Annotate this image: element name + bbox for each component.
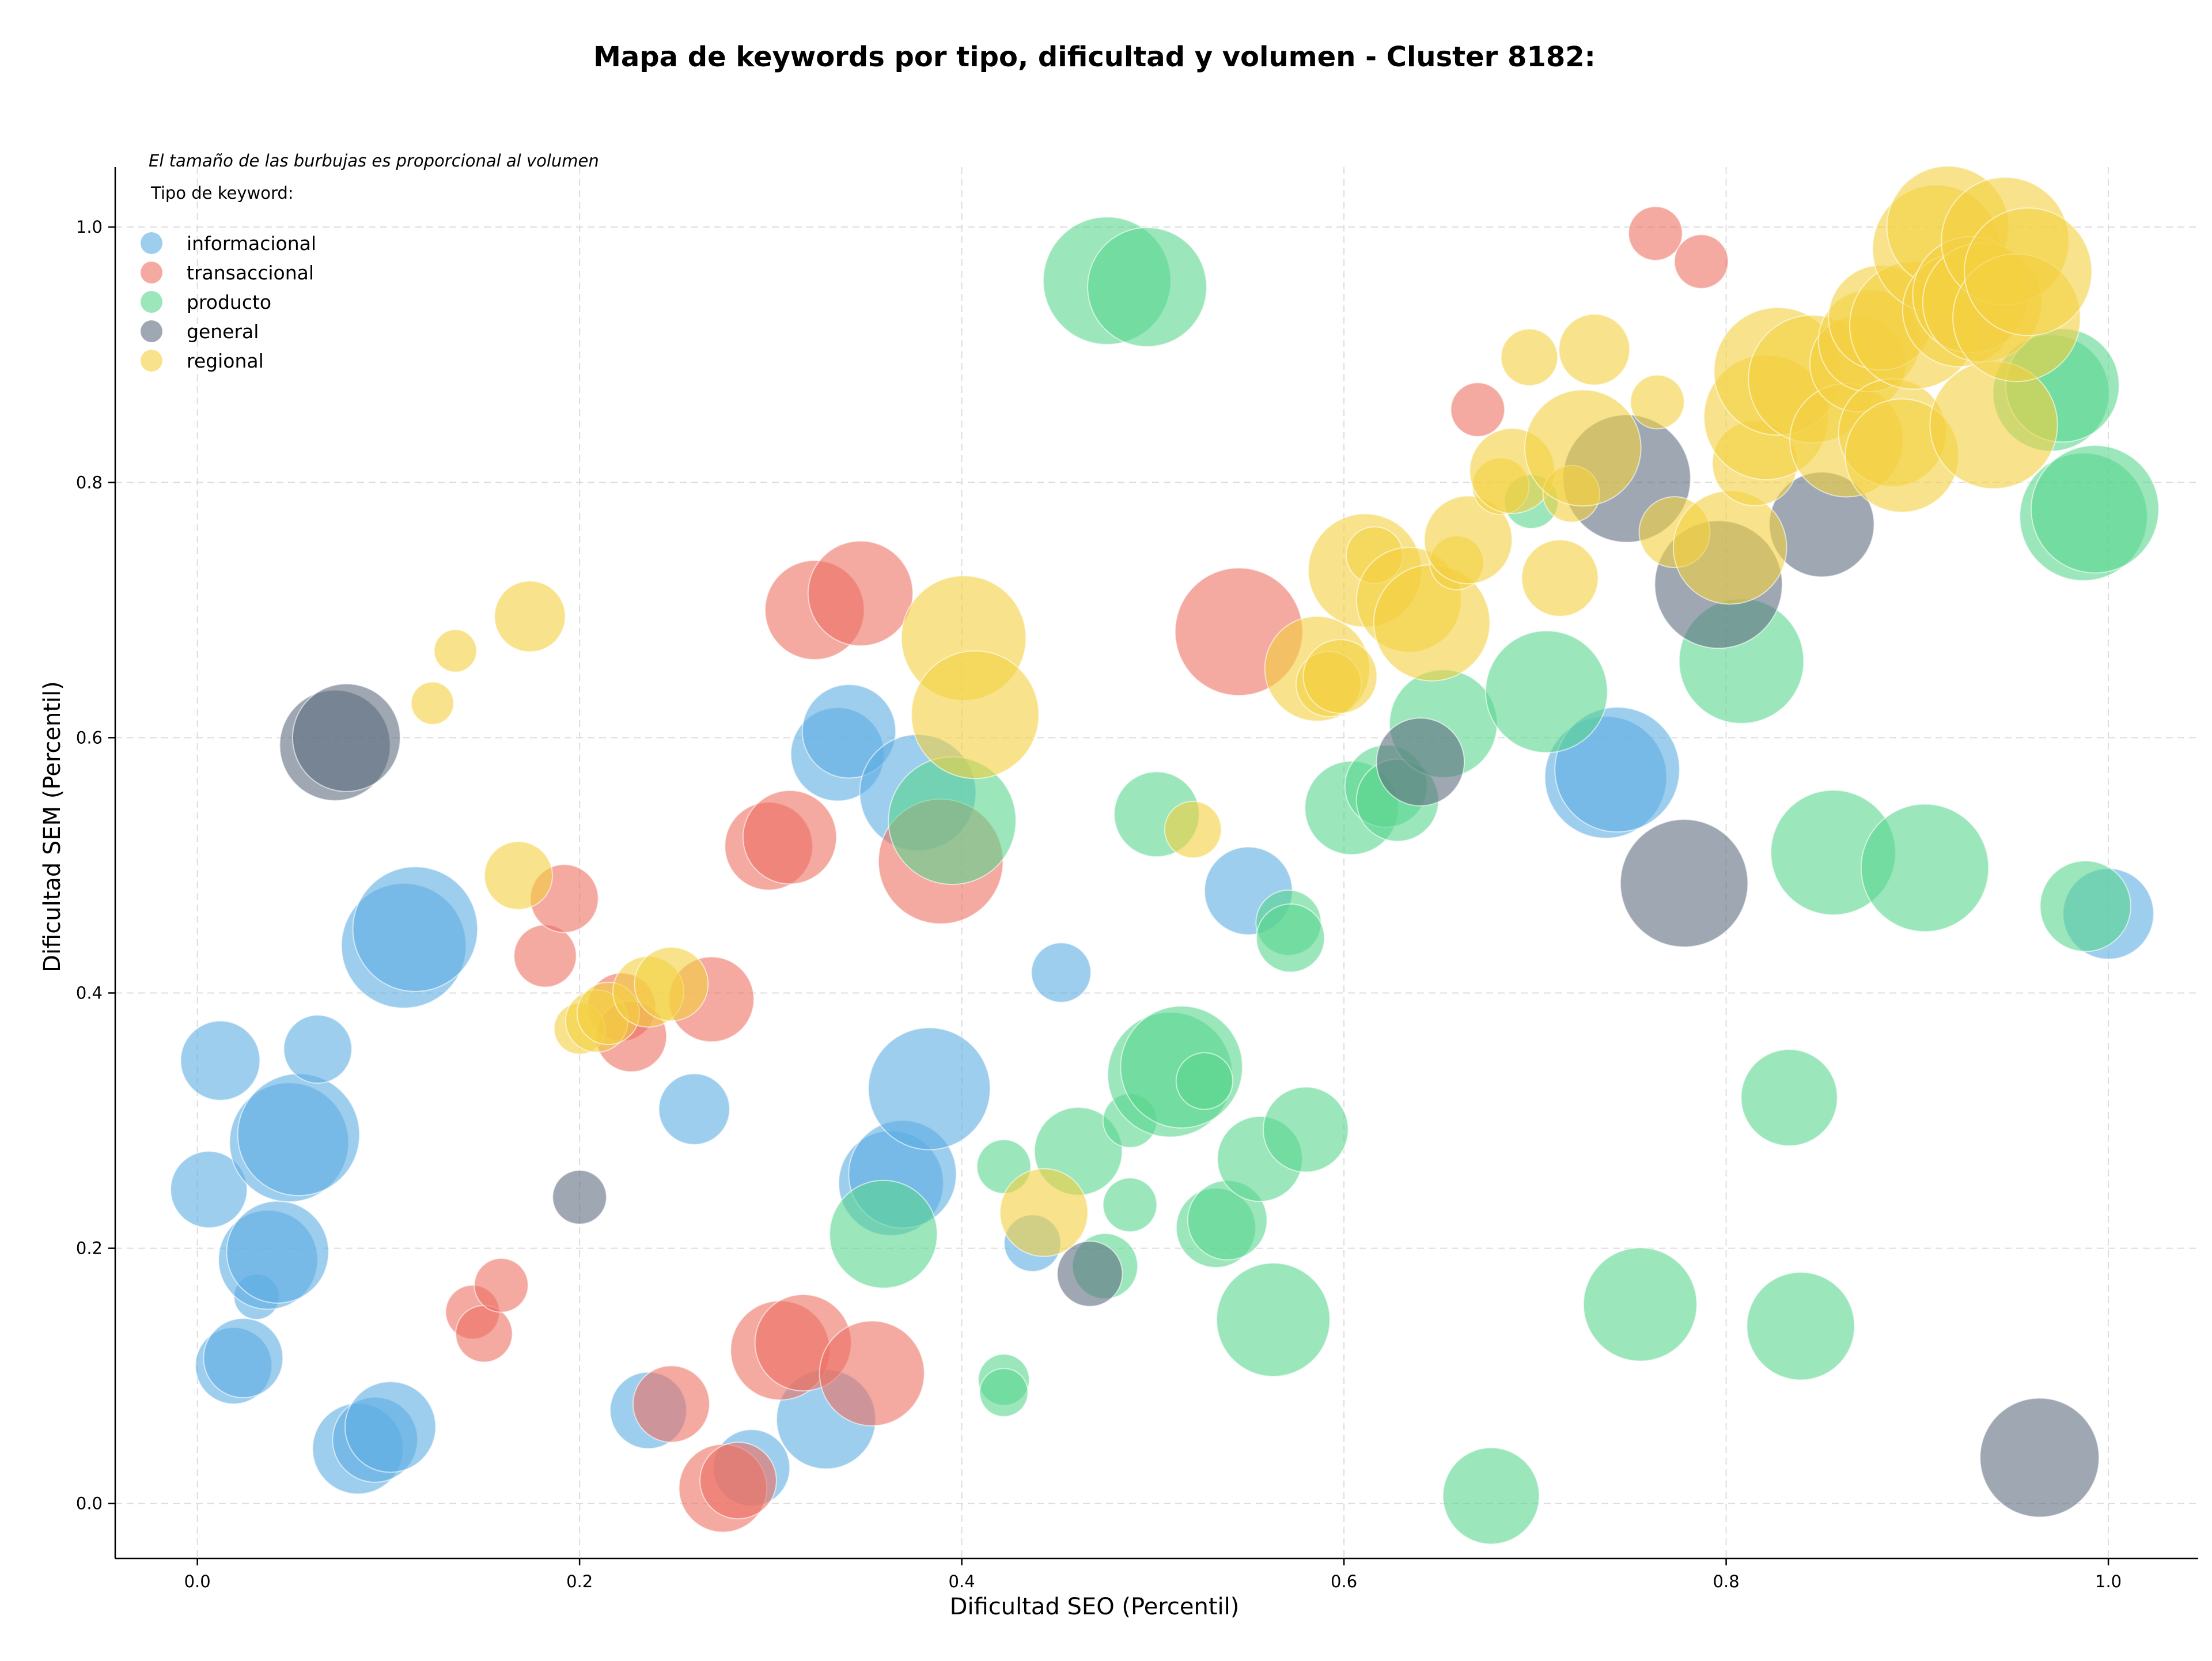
transaccional-point <box>1673 234 1729 289</box>
regional-point <box>1558 313 1631 386</box>
regional-point <box>494 580 566 653</box>
informacional-point <box>180 1020 261 1101</box>
general-point <box>291 683 401 792</box>
bubble-size-note: El tamaño de las burbujas es proporciona… <box>149 151 599 171</box>
transaccional-point <box>1450 382 1506 437</box>
x-tick-label: 0.2 <box>566 1572 593 1591</box>
regional-point <box>433 629 478 673</box>
legend-marker-regional <box>141 350 162 372</box>
producto-point <box>829 1179 938 1289</box>
transaccional-point <box>474 1258 529 1313</box>
general-point <box>1979 1397 2100 1518</box>
producto-point <box>1175 1052 1234 1110</box>
producto-point <box>2031 445 2160 574</box>
regional-point <box>1524 389 1642 507</box>
general-point <box>552 1170 607 1225</box>
general-point <box>1056 1240 1123 1307</box>
transaccional-point <box>819 1320 925 1427</box>
producto-point <box>979 1368 1029 1417</box>
general-point <box>1619 819 1749 948</box>
producto-point <box>1102 1177 1158 1233</box>
regional-point <box>1521 539 1599 617</box>
transaccional-point <box>807 540 914 647</box>
producto-point <box>1087 226 1207 347</box>
y-tick-label: 1.0 <box>76 217 103 237</box>
regional-point <box>1964 207 2093 336</box>
regional-point <box>999 1168 1089 1257</box>
legend-label-transaccional: transaccional <box>187 262 314 284</box>
regional-point <box>1302 639 1378 714</box>
legend-label-general: general <box>187 320 259 343</box>
regional-point <box>911 650 1040 780</box>
x-tick-label: 0.8 <box>1713 1572 1740 1591</box>
informacional-point <box>283 1014 353 1084</box>
regional-point <box>483 841 554 910</box>
chart-title: Mapa de keywords por tipo, dificultad y … <box>593 41 1596 73</box>
regional-point <box>1929 360 2058 490</box>
transaccional-point <box>1628 206 1683 261</box>
informacional-point <box>226 1200 329 1304</box>
legend: informacional transaccional producto genera… <box>141 232 316 372</box>
regional-point <box>634 947 709 1021</box>
informacional-point <box>237 1073 361 1197</box>
informacional-point <box>801 684 897 779</box>
transaccional-point <box>632 1365 710 1443</box>
transaccional-point <box>513 924 577 988</box>
transaccional-point <box>455 1304 513 1363</box>
legend-title: Tipo de keyword: <box>150 183 294 203</box>
y-tick-label: 0.6 <box>76 728 103 747</box>
regional-point <box>410 681 454 725</box>
regional-point <box>1630 374 1685 430</box>
legend-marker-producto <box>141 291 162 313</box>
y-tick-label: 0.2 <box>76 1239 103 1258</box>
regional-point <box>1672 490 1787 605</box>
y-tick-label: 0.8 <box>76 472 103 492</box>
x-tick-label: 0.6 <box>1331 1572 1357 1591</box>
producto-point <box>1262 1086 1349 1173</box>
transaccional-point <box>742 790 838 885</box>
producto-point <box>1860 803 1990 933</box>
legend-marker-general <box>141 320 162 342</box>
regional-point <box>1500 328 1559 387</box>
y-axis-label: Dificultad SEM (Percentil) <box>39 681 66 973</box>
producto-point <box>1256 903 1325 973</box>
legend-marker-transaccional <box>141 262 162 283</box>
informacional-point <box>344 1381 437 1473</box>
producto-point <box>1746 1272 1855 1381</box>
legend-label-producto: producto <box>187 291 271 313</box>
general-point <box>1376 717 1465 807</box>
x-tick-label: 1.0 <box>2095 1572 2122 1591</box>
y-tick-label: 0.4 <box>76 983 103 1002</box>
y-tick-label: 0.0 <box>76 1494 103 1514</box>
informacional-point <box>170 1151 248 1229</box>
legend-label-informacional: informacional <box>187 232 316 255</box>
informacional-point <box>868 1027 991 1151</box>
informacional-point <box>203 1318 284 1399</box>
transaccional-point <box>699 1441 777 1520</box>
legend-label-regional: regional <box>187 350 264 372</box>
x-axis-label: Dificultad SEO (Percentil) <box>950 1594 1240 1620</box>
producto-point <box>888 756 1017 886</box>
producto-point <box>1740 1049 1838 1147</box>
informacional-point <box>658 1073 730 1145</box>
x-tick-label: 0.4 <box>949 1572 975 1591</box>
x-tick-label: 0.0 <box>184 1572 211 1591</box>
informacional-point <box>352 866 479 992</box>
producto-point <box>1442 1447 1540 1545</box>
regional-point <box>1423 495 1513 585</box>
informacional-point <box>1031 942 1092 1003</box>
producto-point <box>1484 630 1608 754</box>
producto-point <box>1582 1247 1698 1362</box>
data-points <box>170 165 2160 1545</box>
producto-point <box>2039 860 2131 952</box>
legend-marker-informacional <box>141 232 162 254</box>
axes: 0.0 0.2 0.4 0.6 0.8 1.0 0.0 0.2 0.4 0.6 0.8 1.0 <box>76 167 2198 1591</box>
producto-point <box>1215 1262 1331 1378</box>
regional-point <box>1164 800 1222 859</box>
